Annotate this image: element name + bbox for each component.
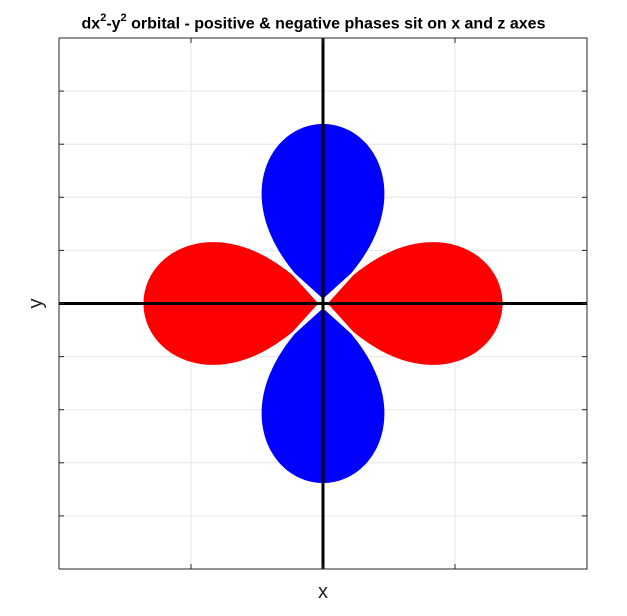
x-axis-label: x [318,581,328,603]
y-axis-label: y [25,299,47,309]
axes [59,38,587,569]
